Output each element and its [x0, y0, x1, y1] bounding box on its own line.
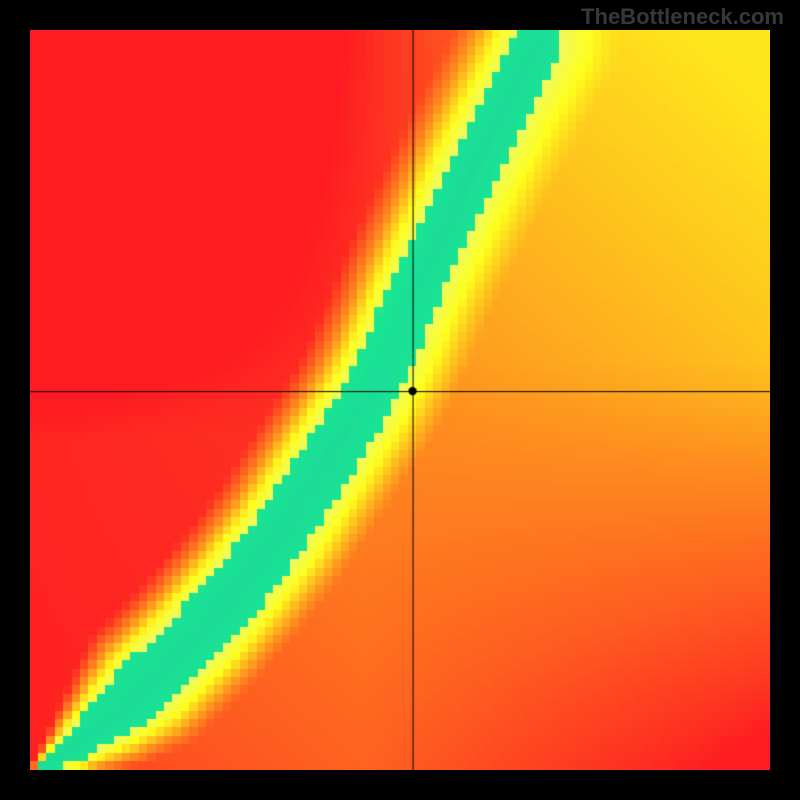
chart-container: { "watermark": "TheBottleneck.com", "can…	[0, 0, 800, 800]
heatmap-canvas	[30, 30, 770, 770]
watermark-text: TheBottleneck.com	[581, 4, 784, 30]
